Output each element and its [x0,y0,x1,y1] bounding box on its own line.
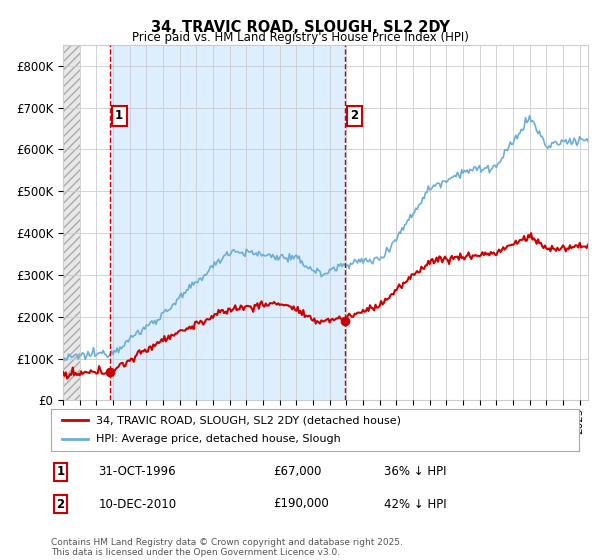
Text: 10-DEC-2010: 10-DEC-2010 [98,497,176,511]
Text: HPI: Average price, detached house, Slough: HPI: Average price, detached house, Slou… [96,435,341,445]
Text: 34, TRAVIC ROAD, SLOUGH, SL2 2DY: 34, TRAVIC ROAD, SLOUGH, SL2 2DY [151,20,449,35]
Text: 1: 1 [56,465,64,478]
Text: 31-OCT-1996: 31-OCT-1996 [98,465,176,478]
Text: £190,000: £190,000 [273,497,329,511]
Text: Contains HM Land Registry data © Crown copyright and database right 2025.
This d: Contains HM Land Registry data © Crown c… [51,538,403,557]
Text: 42% ↓ HPI: 42% ↓ HPI [383,497,446,511]
Text: Price paid vs. HM Land Registry's House Price Index (HPI): Price paid vs. HM Land Registry's House … [131,31,469,44]
Bar [110,45,346,400]
Text: 2: 2 [56,497,64,511]
Text: 36% ↓ HPI: 36% ↓ HPI [383,465,446,478]
Text: £67,000: £67,000 [273,465,321,478]
Text: 34, TRAVIC ROAD, SLOUGH, SL2 2DY (detached house): 34, TRAVIC ROAD, SLOUGH, SL2 2DY (detach… [96,415,401,425]
Text: 2: 2 [350,109,358,123]
Text: 1: 1 [115,109,123,123]
